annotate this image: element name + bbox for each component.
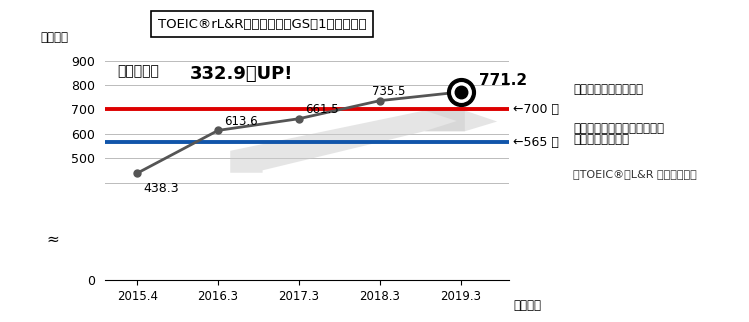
- Text: 大学生平均スコア: 大学生平均スコア: [573, 133, 629, 146]
- Text: ←700 点: ←700 点: [513, 103, 559, 116]
- Text: 上場企業の国際部門で: 上場企業の国際部門で: [573, 83, 643, 96]
- Text: （年月）: （年月）: [513, 299, 542, 312]
- Text: 613.6: 613.6: [225, 115, 258, 128]
- Text: （点数）: （点数）: [40, 31, 68, 44]
- Polygon shape: [425, 110, 497, 131]
- Text: TOEIC®rL&R得点の伸び（GS第1期生平均）: TOEIC®rL&R得点の伸び（GS第1期生平均）: [158, 18, 366, 31]
- Text: 438.3: 438.3: [144, 182, 179, 195]
- Text: 771.2: 771.2: [479, 73, 527, 88]
- Text: 735.5: 735.5: [372, 85, 405, 98]
- Text: 平均スコア: 平均スコア: [117, 64, 159, 79]
- Text: 業務遂行に期待されるスコア: 業務遂行に期待されるスコア: [573, 122, 664, 135]
- Text: 661.5: 661.5: [306, 103, 339, 116]
- Text: 332.9点UP!: 332.9点UP!: [189, 64, 293, 82]
- Text: ≈: ≈: [46, 232, 58, 247]
- Polygon shape: [230, 110, 465, 173]
- Text: （TOEIC®　L&R 公開テスト）: （TOEIC® L&R 公開テスト）: [573, 169, 697, 179]
- Text: ←565 点: ←565 点: [513, 136, 559, 149]
